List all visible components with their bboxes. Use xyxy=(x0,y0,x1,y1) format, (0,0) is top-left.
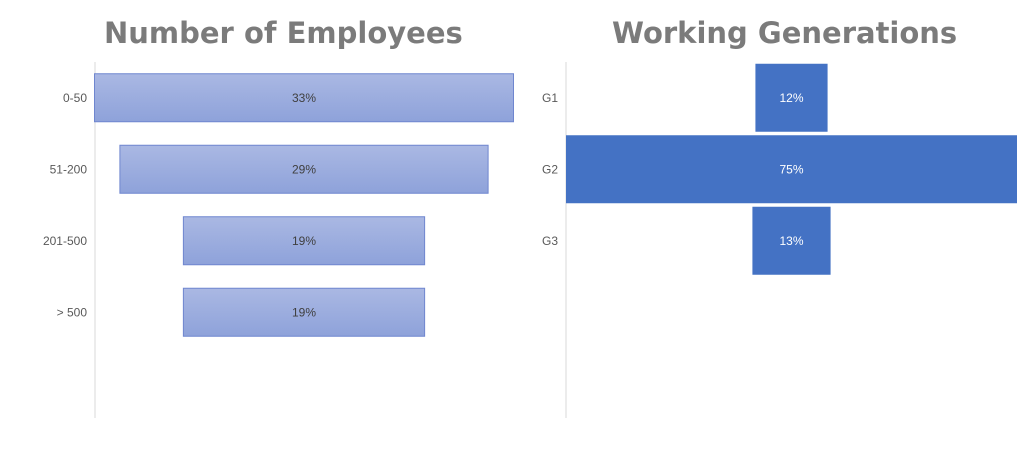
generations-bar xyxy=(755,63,828,132)
chart-title-generations: Working Generations xyxy=(612,16,958,50)
employees-data-label: 19% xyxy=(292,305,316,319)
generations-category-label: G2 xyxy=(542,162,558,176)
generations-data-label: 75% xyxy=(779,162,803,176)
employees-category-label: 201-500 xyxy=(43,234,87,248)
employees-bar xyxy=(119,144,489,194)
employees-category-label: 0-50 xyxy=(63,91,87,105)
generations-bar xyxy=(566,135,1017,204)
employees-category-label: 51-200 xyxy=(50,162,88,176)
employees-data-label: 33% xyxy=(292,91,316,105)
chart-title-employees: Number of Employees xyxy=(104,16,463,50)
employees-bar xyxy=(94,73,514,123)
employees-data-label: 29% xyxy=(292,162,316,176)
generations-category-label: G3 xyxy=(542,234,558,248)
generations-data-label: 12% xyxy=(779,91,803,105)
generations-category-label: G1 xyxy=(542,91,558,105)
generations-bar xyxy=(752,206,831,275)
employees-bar xyxy=(182,287,426,337)
employees-data-label: 19% xyxy=(292,234,316,248)
employees-bar xyxy=(182,216,426,266)
employees-category-label: > 500 xyxy=(57,305,88,319)
generations-data-label: 13% xyxy=(779,234,803,248)
